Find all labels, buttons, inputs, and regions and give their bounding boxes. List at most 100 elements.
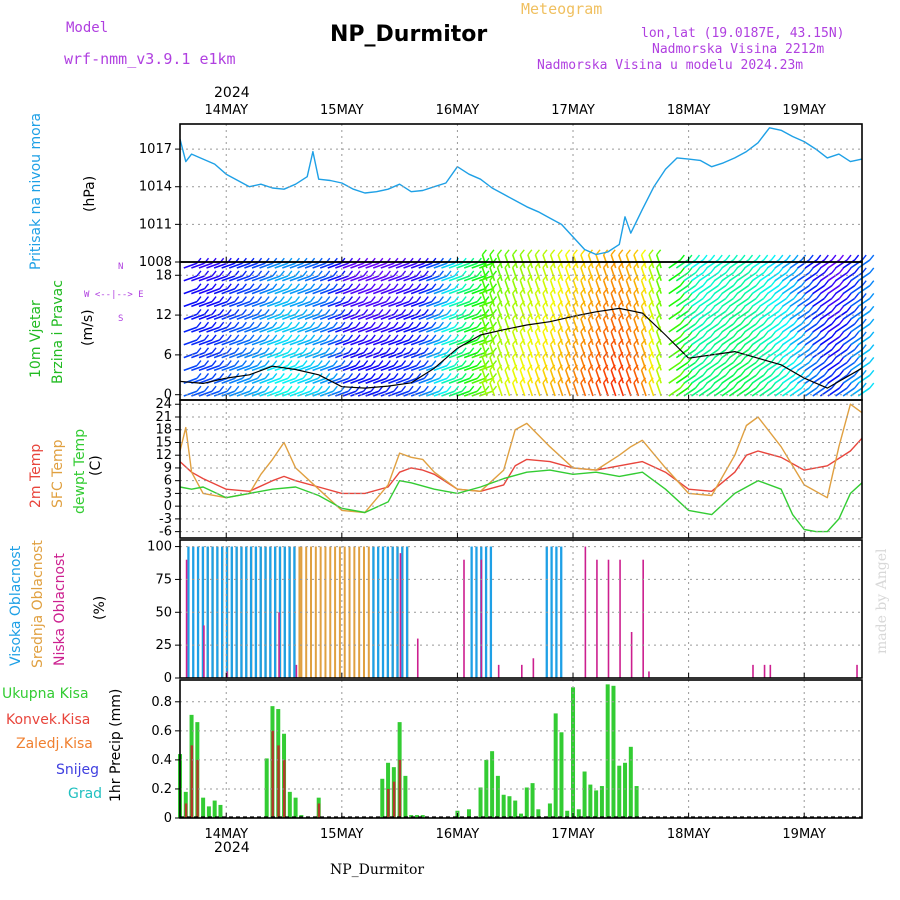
wind-barb <box>797 349 810 359</box>
wind-barb <box>433 262 448 269</box>
wind-barb-flag <box>755 369 761 376</box>
wind-barb <box>759 349 772 359</box>
wind-barb <box>706 272 719 282</box>
wind-barb-flag <box>778 280 784 287</box>
wind-barb-flag <box>861 344 867 351</box>
wind-barb-flag <box>279 270 285 277</box>
wind-barb-flag <box>625 287 631 294</box>
wind-barb <box>534 292 541 307</box>
wind-barb <box>335 288 349 295</box>
wind-barb-flag <box>808 331 814 338</box>
wind-barb <box>365 326 380 333</box>
wind-barb-flag <box>542 326 548 332</box>
high-cloud-bar <box>555 546 558 678</box>
wind-barb-flag <box>393 385 399 392</box>
wind-barb-flag <box>694 305 701 312</box>
footer-station: NP_Durmitor <box>330 862 425 878</box>
wind-barb-flag <box>740 382 746 389</box>
wind-barb <box>489 305 496 320</box>
high-cloud-bar <box>278 546 282 678</box>
wind-barb-flag <box>431 296 437 303</box>
wind-barb-flag <box>534 364 540 371</box>
wind-barb <box>335 377 349 384</box>
wind-barb <box>511 318 518 333</box>
wind-barb <box>789 387 803 397</box>
precip-total-bar <box>287 791 292 818</box>
wind-barb <box>496 280 503 294</box>
wind-barb-flag <box>595 338 601 345</box>
wind-barb-flag <box>648 300 654 307</box>
y-tick-label: 24 <box>155 397 172 412</box>
wind-barb <box>812 387 825 397</box>
wind-barb <box>191 275 205 282</box>
wind-barb-flag <box>512 338 518 345</box>
wind-barb-flag <box>717 267 723 274</box>
wind-barb <box>471 313 486 320</box>
precip-total-bar <box>588 784 593 818</box>
wind-barb-flag <box>763 293 769 299</box>
mid-cloud-bar <box>338 546 341 678</box>
wind-barb-flag <box>249 347 255 354</box>
wind-barb <box>580 305 587 320</box>
wind-barb-flag <box>294 334 300 341</box>
wind-barb-flag <box>363 360 369 367</box>
precip-total-bar <box>507 796 512 818</box>
wind-barb-flag <box>725 357 731 363</box>
wind-barb-flag <box>504 300 510 307</box>
precip-total-bar <box>628 746 633 818</box>
wind-barb-flag <box>272 270 278 277</box>
wind-barb <box>527 305 534 320</box>
wind-barb-flag <box>446 385 452 392</box>
x-tick-label-bottom: 16MAY <box>436 827 480 842</box>
wind-barb-flag <box>618 338 624 345</box>
wind-barb-flag <box>534 313 540 320</box>
y-tick-label: -6 <box>159 525 172 540</box>
wind-barb-flag <box>687 382 693 389</box>
precip-total-bar <box>582 771 587 818</box>
wind-barb <box>213 262 228 269</box>
wind-barb-flag <box>347 334 354 341</box>
wind-barb-flag <box>519 274 525 281</box>
wind-barb-flag <box>438 283 444 290</box>
wind-barb-flag <box>679 344 685 351</box>
wind-barb <box>448 313 463 320</box>
wind-barb <box>228 275 243 282</box>
wind-barb <box>426 390 440 397</box>
precip-total-bar <box>501 794 506 818</box>
y-tick-label: 12 <box>155 308 172 323</box>
wind-barb-flag <box>257 308 263 315</box>
wind-barb-flag <box>694 318 701 325</box>
wind-barb <box>365 390 380 397</box>
panel-frame-precip <box>179 679 863 819</box>
high-cloud-bar <box>470 546 473 678</box>
wind-barb <box>691 323 704 333</box>
wind-barb-flag <box>431 334 437 341</box>
wind-barb-flag <box>542 287 548 294</box>
wind-barb-flag <box>234 347 240 354</box>
wind-barb <box>471 390 486 397</box>
wind-barb-flag <box>732 357 738 363</box>
wind-barb-flag <box>423 334 429 341</box>
wind-barb <box>380 288 395 295</box>
wind-barb <box>183 313 198 320</box>
altitude-text: Nadmorska Visina 2212m <box>652 42 825 57</box>
wind-barb <box>426 326 440 333</box>
wind-barb-flag <box>717 280 723 287</box>
legend-freezing-rain: Zaledj.Kisa <box>16 736 93 752</box>
wind-barb <box>625 280 632 294</box>
wind-barb <box>282 390 296 397</box>
wind-barb-flag <box>793 254 799 261</box>
wind-barb-flag <box>363 372 369 379</box>
axis-labels: 1008101110141017061218-6-303691215182124… <box>139 103 826 842</box>
wind-barb <box>633 369 640 384</box>
wind-barb-flag <box>476 372 482 379</box>
wind-barb-flag <box>648 364 654 371</box>
wind-barb-flag <box>618 326 624 332</box>
wind-barb <box>706 374 719 384</box>
wind-barb <box>259 300 273 308</box>
wind-barb <box>648 344 655 358</box>
wind-barb-flag <box>633 300 639 307</box>
wind-barb-flag <box>219 334 225 341</box>
wind-barb-flag <box>831 357 837 363</box>
wind-barb <box>372 288 387 295</box>
